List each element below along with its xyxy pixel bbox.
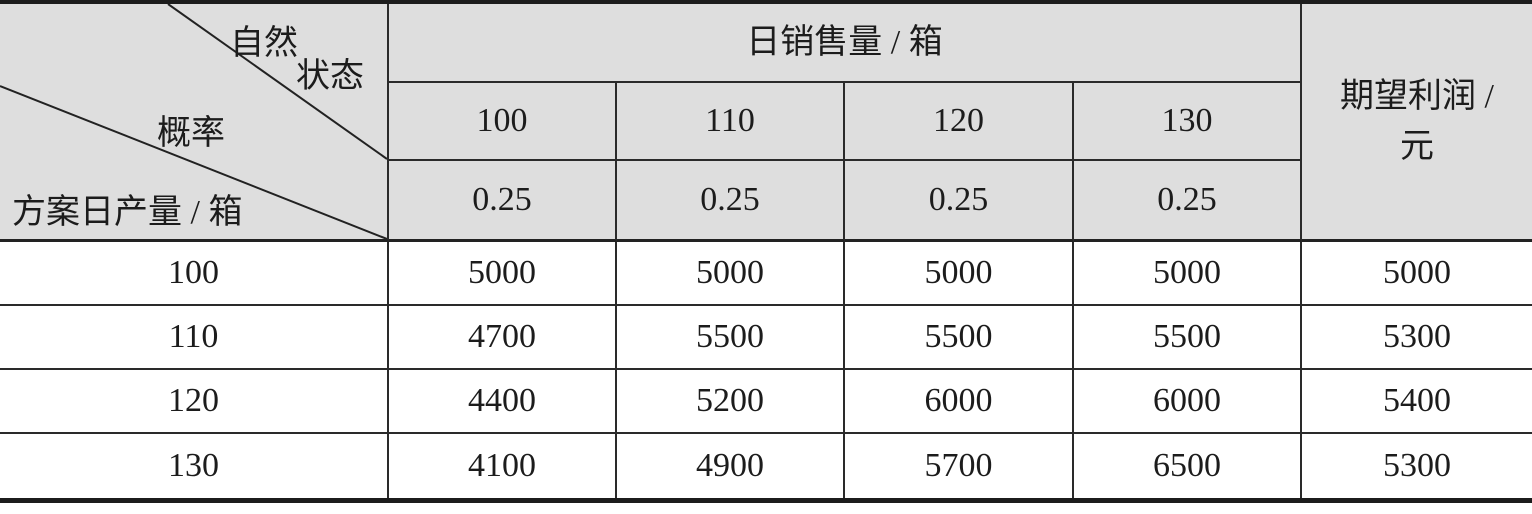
profit-cell: 6500 [1074,434,1302,498]
expected-profit-cell: 5000 [1302,242,1532,306]
production-row-label: 120 [0,370,389,434]
sales-level-cell: 130 [1074,83,1302,161]
expected-profit-cell: 5300 [1302,306,1532,370]
decision-payoff-table: 自然 状态 概率 方案日产量 / 箱 日销售量 / 箱 期望利润 / 元 100… [0,0,1532,503]
probability-cell: 0.25 [389,161,617,242]
profit-cell: 4100 [389,434,617,498]
diagonal-lines [0,4,387,239]
expected-profit-cell: 5400 [1302,370,1532,434]
sales-level-cell: 100 [389,83,617,161]
expected-profit-header-line1: 期望利润 / [1340,78,1494,116]
expected-profit-cell: 5300 [1302,434,1532,498]
corner-label-state-line1: 自然 [230,25,298,62]
profit-cell: 5000 [1074,242,1302,306]
profit-cell: 5000 [845,242,1074,306]
probability-cell: 0.25 [1074,161,1302,242]
probability-cell: 0.25 [845,161,1074,242]
diagonal-line-upper [167,4,387,160]
profit-cell: 5500 [617,306,845,370]
probability-cell: 0.25 [617,161,845,242]
production-row-label: 100 [0,242,389,306]
header-cell-expected-profit: 期望利润 / 元 [1302,4,1532,242]
profit-cell: 5500 [1074,306,1302,370]
profit-cell: 6000 [845,370,1074,434]
header-cell-daily-sales: 日销售量 / 箱 [389,4,1302,83]
profit-cell: 5200 [617,370,845,434]
profit-cell: 4900 [617,434,845,498]
profit-cell: 5700 [845,434,1074,498]
production-row-label: 130 [0,434,389,498]
corner-label-production: 方案日产量 / 箱 [12,194,243,231]
profit-cell: 5000 [617,242,845,306]
production-row-label: 110 [0,306,389,370]
corner-label-probability: 概率 [157,115,225,152]
sales-level-cell: 110 [617,83,845,161]
profit-cell: 4400 [389,370,617,434]
diagonal-line-lower [0,85,387,239]
corner-label-state-line2: 状态 [296,58,364,95]
sales-level-cell: 120 [845,83,1074,161]
profit-cell: 5000 [389,242,617,306]
expected-profit-header-line2: 元 [1400,127,1434,165]
profit-cell: 5500 [845,306,1074,370]
diagonal-header-cell: 自然 状态 概率 方案日产量 / 箱 [0,4,389,242]
profit-cell: 4700 [389,306,617,370]
profit-cell: 6000 [1074,370,1302,434]
